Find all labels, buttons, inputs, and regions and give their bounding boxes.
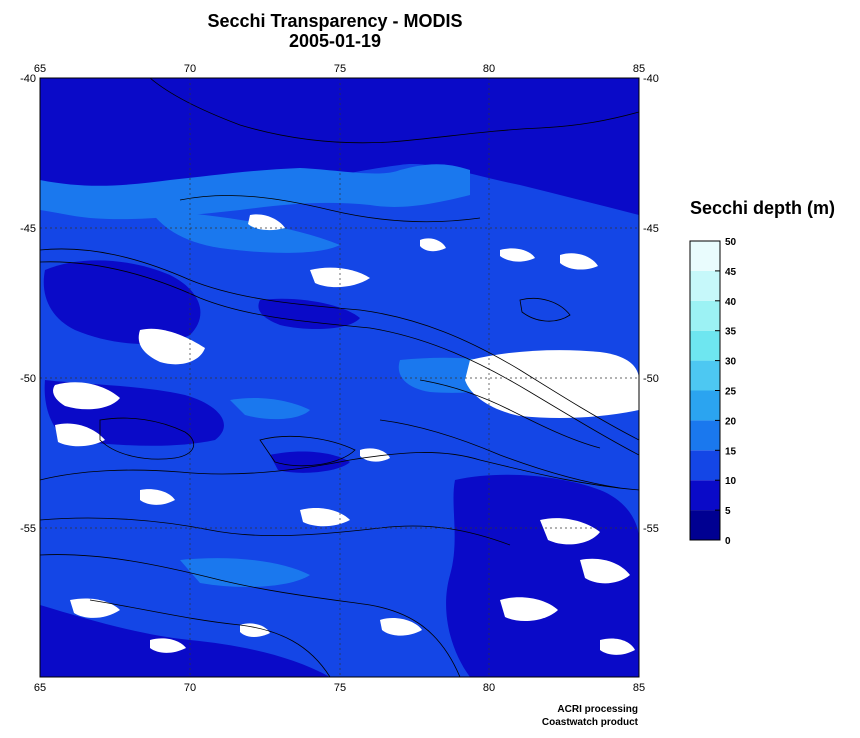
cloud-mask xyxy=(53,214,639,655)
secchi-field xyxy=(40,78,639,677)
colorbar: 0 5 10 15 20 25 30 35 40 45 50 xyxy=(689,237,737,547)
credit-processing: ACRI processing xyxy=(557,704,638,715)
lon-tick-top-70: 70 xyxy=(184,63,196,75)
colorbar-tick-label: 30 xyxy=(725,357,737,368)
lon-tick-bottom-65: 65 xyxy=(34,682,46,694)
chart-date: 2005-01-19 xyxy=(288,31,382,51)
lat-tick-left-55: -55 xyxy=(20,523,36,535)
lon-tick-bottom-70: 70 xyxy=(184,682,196,694)
colorbar-tick-label: 5 xyxy=(725,506,731,517)
colorbar-tick-label: 15 xyxy=(725,446,737,457)
colorbar-bin-8 xyxy=(690,270,720,301)
credit-product: Coastwatch product xyxy=(541,717,638,728)
colorbar-bin-2 xyxy=(690,450,720,481)
colorbar-bin-5 xyxy=(690,360,720,391)
axis-ticks: 65 70 75 80 85 65 70 75 80 85 -40 -45 -5… xyxy=(20,63,659,694)
colorbar-tick-label: 45 xyxy=(725,267,737,278)
colorbar-tick-label: 0 xyxy=(725,536,731,547)
colorbar-tick-label: 25 xyxy=(725,387,737,398)
lon-tick-top-75: 75 xyxy=(334,63,346,75)
colorbar-tick-label: 10 xyxy=(725,476,737,487)
colorbar-title: Secchi depth (m) xyxy=(690,198,836,218)
lat-tick-left-45: -45 xyxy=(20,223,36,235)
map-frame xyxy=(39,77,640,678)
lon-tick-bottom-85: 85 xyxy=(633,682,645,694)
lon-tick-bottom-80: 80 xyxy=(483,682,495,694)
colorbar-tick-label: 35 xyxy=(725,327,737,338)
colorbar-bin-0 xyxy=(690,510,720,540)
colorbar-bin-9 xyxy=(690,241,720,271)
lat-tick-right-55: -55 xyxy=(643,523,659,535)
lon-tick-top-85: 85 xyxy=(633,63,645,75)
lon-tick-bottom-75: 75 xyxy=(334,682,346,694)
lat-tick-right-40: -40 xyxy=(643,73,659,85)
colorbar-bin-7 xyxy=(690,300,720,331)
colorbar-tick-label: 20 xyxy=(725,416,737,427)
colorbar-tick-label: 40 xyxy=(725,297,737,308)
colorbar-bin-4 xyxy=(690,390,720,421)
colorbar-tick-label: 50 xyxy=(725,237,737,248)
colorbar-bin-1 xyxy=(690,480,720,511)
lat-tick-left-50: -50 xyxy=(20,373,36,385)
lon-tick-top-80: 80 xyxy=(483,63,495,75)
bathymetry-contours xyxy=(40,78,639,677)
lat-tick-right-50: -50 xyxy=(643,373,659,385)
colorbar-bin-3 xyxy=(690,420,720,451)
colorbar-bin-6 xyxy=(690,330,720,361)
chart-title: Secchi Transparency - MODIS xyxy=(207,11,463,31)
lat-tick-right-45: -45 xyxy=(643,223,659,235)
lon-tick-top-65: 65 xyxy=(34,63,46,75)
lat-tick-left-40: -40 xyxy=(20,73,36,85)
